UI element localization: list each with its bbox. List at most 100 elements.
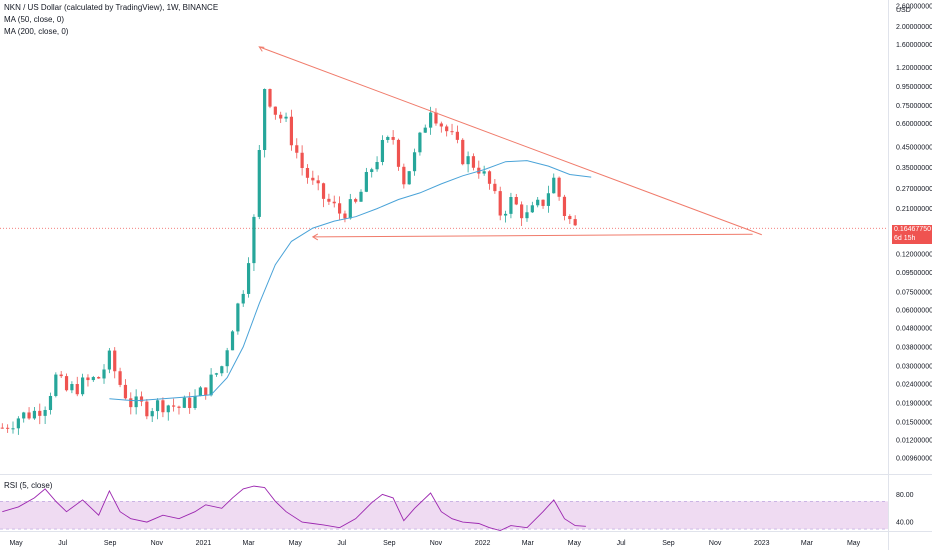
support-line — [312, 233, 753, 238]
candle-body — [546, 193, 551, 206]
candle-body — [59, 374, 63, 377]
candle-body — [161, 400, 165, 413]
candle-body — [236, 303, 240, 332]
candle-body — [321, 183, 326, 199]
candle-body — [123, 384, 128, 399]
candle-body — [487, 171, 492, 184]
candle-body — [188, 397, 192, 409]
price-tick-label: 0.75000000 — [896, 103, 932, 110]
candle-body — [311, 177, 315, 181]
price-tick-label: 2.00000000 — [896, 24, 932, 31]
time-tick-label: Jul — [617, 540, 626, 547]
candle-body — [27, 412, 31, 419]
candle-body — [503, 213, 508, 216]
candle-body — [568, 216, 572, 220]
candle-body — [429, 112, 433, 128]
candle-body — [279, 114, 283, 119]
ma200-label[interactable]: MA (200, close, 0) — [4, 27, 69, 36]
price-tick-label: 0.09500000 — [896, 270, 932, 277]
candle-body — [91, 377, 95, 381]
candle-body — [0, 427, 4, 429]
price-tick-label: 0.45000000 — [896, 144, 932, 151]
candle-body — [509, 197, 513, 214]
candle-body — [193, 395, 197, 409]
price-tick-label: 0.35000000 — [896, 165, 932, 172]
trendline-arrowhead — [258, 46, 265, 52]
candle-body — [493, 183, 497, 192]
candle-body — [32, 410, 37, 419]
price-tick-label: 0.03000000 — [896, 363, 932, 370]
time-tick-label: 2023 — [754, 540, 770, 547]
time-tick-label: 2021 — [196, 540, 212, 547]
price-tick-label: 0.06000000 — [896, 307, 932, 314]
candle-body — [172, 405, 176, 407]
candle-body — [246, 263, 251, 294]
candle-body — [129, 398, 133, 408]
candle-body — [289, 116, 294, 146]
candle-body — [316, 180, 320, 184]
candle-body — [230, 331, 235, 351]
candle-body — [530, 205, 534, 213]
candle-body — [359, 191, 363, 202]
drawings — [258, 46, 762, 241]
candle-body — [225, 350, 229, 367]
candle-body — [370, 169, 374, 172]
candle-body — [22, 412, 26, 419]
candle-body — [102, 369, 106, 379]
candle-body — [150, 411, 154, 417]
ma-line — [109, 160, 592, 402]
ma50-label[interactable]: MA (50, close, 0) — [4, 15, 65, 24]
rsi-title[interactable]: RSI (5, close) — [4, 481, 53, 490]
candle-body — [113, 350, 117, 372]
rsi-line — [2, 485, 586, 531]
candle-body — [6, 427, 10, 429]
support-arrowhead — [311, 233, 319, 241]
candle-body — [354, 199, 358, 202]
candle-body — [337, 203, 342, 214]
time-tick-label: Sep — [104, 540, 117, 547]
candle-body — [434, 112, 438, 124]
last-price: 0.16467750 — [894, 226, 931, 233]
candle-body — [214, 373, 219, 375]
time-tick-label: May — [9, 540, 23, 547]
candle-body — [54, 374, 58, 396]
candle-body — [70, 384, 74, 391]
price-tick-label: 0.21000000 — [896, 206, 932, 213]
candle-body — [268, 89, 272, 107]
price-tick-label: 0.02400000 — [896, 382, 932, 389]
rsi-tick-label: 40.00 — [896, 520, 914, 527]
time-tick-label: Mar — [801, 540, 814, 547]
price-tick-label: 0.04800000 — [896, 325, 932, 332]
candle-body — [48, 395, 53, 410]
time-axis[interactable]: May Jul Sep Nov 2021 Mar May Jul Sep Nov 2022 Mar Ma… — [9, 540, 860, 547]
candle-body — [220, 366, 224, 374]
candle-body — [38, 410, 42, 416]
price-tick-label: 0.01500000 — [896, 420, 932, 427]
time-tick-label: Jul — [337, 540, 346, 547]
candle-body — [514, 197, 518, 205]
price-tick-label: 0.00960000 — [896, 456, 932, 463]
candle-body — [364, 171, 368, 192]
candle-body — [241, 293, 245, 304]
candle-body — [375, 161, 379, 170]
candle-body — [525, 212, 529, 219]
bar-countdown: 6d 15h — [894, 235, 916, 242]
candle-body — [386, 137, 390, 140]
candle-body — [380, 139, 385, 162]
candle-body — [445, 126, 449, 132]
price-tick-label: 1.20000000 — [896, 65, 932, 72]
price-tick-label: 0.07500000 — [896, 289, 932, 296]
price-tick-label: 1.60000000 — [896, 42, 932, 49]
candle-body — [391, 137, 395, 140]
time-tick-label: May — [568, 540, 582, 547]
candle-body — [107, 350, 111, 370]
candle-body — [284, 116, 288, 119]
candle-body — [552, 177, 556, 194]
candle-body — [252, 216, 256, 264]
price-tick-label: 0.95000000 — [896, 84, 932, 91]
price-tick-label: 0.60000000 — [896, 121, 932, 128]
candle-body — [498, 191, 502, 216]
candle-body — [412, 152, 417, 172]
